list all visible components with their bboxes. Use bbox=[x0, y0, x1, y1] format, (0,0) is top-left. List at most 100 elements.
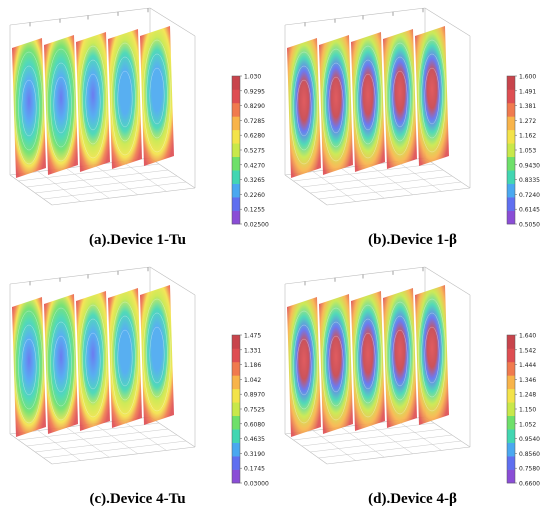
contour-line bbox=[149, 67, 165, 125]
colorbar-tick-label: 0.6600 bbox=[519, 481, 540, 488]
contour-line bbox=[421, 312, 443, 398]
colorbar-band bbox=[232, 415, 240, 430]
colorbar-band bbox=[232, 402, 240, 417]
contour-line bbox=[421, 53, 443, 139]
floor-gridline bbox=[43, 440, 187, 459]
colorbar-band bbox=[507, 76, 515, 90]
contour-line bbox=[360, 332, 376, 390]
floor-gridline bbox=[312, 171, 356, 202]
floor-gridline bbox=[37, 430, 81, 461]
frame-line bbox=[9, 433, 53, 465]
floor-gridline bbox=[293, 163, 435, 182]
contour-line bbox=[389, 56, 411, 142]
floor-gridline bbox=[35, 434, 178, 453]
colorbar-tick-label: 1.042 bbox=[244, 377, 261, 384]
caption-d: (d).Device 4-β bbox=[368, 491, 457, 507]
slice-5 bbox=[415, 26, 449, 166]
contour-line bbox=[15, 51, 43, 165]
colorbar-band bbox=[232, 388, 240, 403]
contour-line bbox=[386, 42, 414, 156]
slice-1 bbox=[287, 297, 321, 437]
colorbar-tick-label: 0.8970 bbox=[244, 392, 265, 399]
colorbar-band bbox=[507, 456, 515, 470]
floor-gridline bbox=[318, 181, 462, 200]
colorbar-band bbox=[507, 415, 515, 430]
plot-frame bbox=[284, 266, 471, 465]
colorbar-tick-label: 1.600 bbox=[519, 74, 536, 81]
contour-line bbox=[79, 45, 107, 159]
frame-line bbox=[424, 7, 471, 37]
contour-line bbox=[290, 51, 318, 165]
colorbar-band bbox=[507, 361, 515, 376]
colorbar-tick-label: 0.7525 bbox=[244, 407, 265, 414]
slice-3 bbox=[76, 291, 110, 431]
colorbar-tick-label: 1.542 bbox=[519, 347, 536, 354]
contour-line bbox=[50, 321, 72, 407]
colorbar-band bbox=[507, 89, 515, 104]
slice-2 bbox=[319, 35, 353, 175]
frame-line bbox=[326, 446, 471, 465]
colorbar-tick-label: 0.4635 bbox=[244, 436, 265, 443]
contour-line bbox=[418, 39, 446, 153]
slice-1 bbox=[12, 38, 46, 178]
slice-2 bbox=[44, 294, 78, 434]
colorbar-tick-label: 1.640 bbox=[519, 333, 536, 340]
colorbar-band bbox=[507, 375, 515, 390]
frame-line bbox=[424, 416, 471, 448]
colorbar-band bbox=[507, 442, 515, 457]
contour-line bbox=[18, 324, 40, 410]
floor-gridline bbox=[293, 422, 435, 441]
colorbar-tick-label: 0.8290 bbox=[244, 103, 265, 110]
colorbar-band bbox=[507, 143, 515, 158]
frame-line bbox=[424, 266, 471, 296]
contour-line bbox=[149, 326, 165, 384]
slice-2 bbox=[44, 35, 78, 175]
contour-line bbox=[322, 307, 350, 421]
slice-3 bbox=[351, 291, 385, 431]
colorbar-band bbox=[232, 116, 240, 131]
contour-line bbox=[424, 67, 440, 125]
floor-gridline bbox=[312, 430, 356, 461]
colorbar-band bbox=[232, 76, 240, 90]
colorbar-band bbox=[232, 429, 240, 443]
contour-line bbox=[325, 62, 347, 148]
frame-line bbox=[424, 157, 471, 189]
panel-b: 1.600 1.491 1.381 1.272 1.162 1.053 0.9430 0.83… bbox=[275, 0, 550, 259]
floor-gridline bbox=[340, 168, 385, 199]
contour-line bbox=[418, 298, 446, 412]
colorbar-tick-label: 0.8560 bbox=[519, 451, 540, 458]
contour-line bbox=[357, 318, 379, 404]
colorbar-band bbox=[232, 456, 240, 470]
colorbar-band bbox=[507, 469, 515, 484]
slice-3 bbox=[351, 32, 385, 172]
floor-gridline bbox=[301, 428, 444, 447]
colorbar-tick-label: 1.186 bbox=[244, 362, 261, 369]
colorbar-band bbox=[232, 361, 240, 376]
contour-line bbox=[53, 335, 69, 393]
panel-d: 1.640 1.542 1.444 1.346 1.248 1.150 1.052 0.954… bbox=[275, 259, 550, 518]
colorbar-tick-label: 0.1745 bbox=[244, 466, 265, 473]
colorbar-band bbox=[232, 197, 240, 211]
contour-line bbox=[328, 76, 344, 134]
colorbar-tick-label: 1.248 bbox=[519, 392, 536, 399]
colorbar-band bbox=[507, 156, 515, 171]
colorbar-tick-label: 0.3265 bbox=[244, 177, 265, 184]
colorbar-tick-label: 1.030 bbox=[244, 74, 261, 81]
chart-d: 1.640 1.542 1.444 1.346 1.248 1.150 1.052 0.954… bbox=[284, 266, 540, 488]
contour-line bbox=[392, 70, 408, 128]
colorbar-tick-label: 1.444 bbox=[519, 362, 536, 369]
frame-line bbox=[284, 7, 426, 26]
floor-gridline bbox=[310, 175, 453, 194]
colorbar-tick-label: 1.491 bbox=[519, 88, 536, 95]
floor-gridline bbox=[26, 169, 169, 188]
floor-gridline bbox=[121, 420, 167, 451]
contour-line bbox=[47, 48, 75, 162]
colorbar-tick-label: 1.150 bbox=[519, 407, 536, 414]
contour-line bbox=[143, 39, 171, 153]
contour-line bbox=[424, 326, 440, 384]
frame-line bbox=[9, 7, 151, 26]
colorbar-band bbox=[232, 156, 240, 171]
frame-line bbox=[284, 266, 426, 285]
contour-line bbox=[146, 312, 168, 398]
slice-5 bbox=[140, 285, 174, 425]
